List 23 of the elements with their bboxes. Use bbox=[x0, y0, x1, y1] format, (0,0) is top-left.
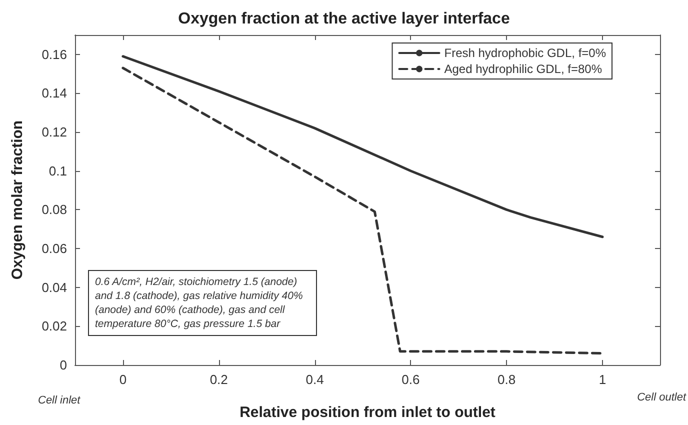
x-tick-label: 0.2 bbox=[210, 372, 228, 387]
annotation: 0.6 A/cm², H2/air, stoichiometry 1.5 (anode) and 1.8 (cathode), gas relative humidity 40% (anode) and 60% (cathode), gas and cell temperature 80°C, gas pressure 1.5 bar bbox=[95, 276, 306, 330]
x-tick-label: 0 bbox=[119, 372, 127, 387]
x-tick-label: 1 bbox=[598, 372, 606, 387]
y-tick-label: 0.02 bbox=[42, 318, 67, 334]
y-tick-label: 0.1 bbox=[48, 163, 67, 178]
legend-label: Aged hydrophilic GDL, f=80% bbox=[444, 62, 602, 76]
y-tick-label: 0.04 bbox=[42, 280, 67, 295]
y-tick-label: 0.08 bbox=[42, 202, 67, 218]
chart-title: Oxygen fraction at the active layer interface bbox=[178, 10, 510, 28]
y-axis-title: Oxygen molar fraction bbox=[9, 120, 26, 280]
legend-label: Fresh hydrophobic GDL, f=0% bbox=[444, 46, 606, 60]
x-axis-title: Relative position from inlet to outlet bbox=[240, 404, 496, 421]
x-tick-label: 0.6 bbox=[402, 372, 420, 387]
y-tick-label: 0.14 bbox=[42, 86, 67, 101]
x-tick-label: 0.8 bbox=[498, 372, 516, 387]
text: Cell inlet bbox=[38, 394, 82, 406]
y-tick-label: 0.06 bbox=[42, 241, 67, 256]
y-tick-label: 0.12 bbox=[42, 124, 67, 140]
y-tick-label: 0.16 bbox=[42, 46, 67, 62]
x-tick-label: 0.4 bbox=[306, 372, 324, 387]
text: Cell outlet bbox=[637, 392, 687, 404]
y-tick-label: 0 bbox=[60, 358, 67, 372]
